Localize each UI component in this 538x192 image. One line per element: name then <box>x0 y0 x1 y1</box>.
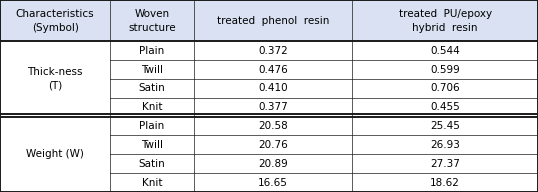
Text: Satin: Satin <box>139 159 165 169</box>
Text: 18.62: 18.62 <box>430 178 460 188</box>
Bar <box>0 0 110 41</box>
Text: 0.455: 0.455 <box>430 102 460 112</box>
Text: treated  phenol  resin: treated phenol resin <box>217 16 329 26</box>
Text: 26.93: 26.93 <box>430 140 460 150</box>
Text: Satin: Satin <box>139 83 165 93</box>
Bar <box>194 0 352 41</box>
Text: Knit: Knit <box>141 102 162 112</box>
Text: 0.377: 0.377 <box>258 102 288 112</box>
Text: 0.372: 0.372 <box>258 46 288 56</box>
Text: treated  PU/epoxy
hybrid  resin: treated PU/epoxy hybrid resin <box>399 9 492 33</box>
Text: Characteristics
(Symbol): Characteristics (Symbol) <box>16 9 95 33</box>
Text: 0.599: 0.599 <box>430 65 460 74</box>
Text: 20.89: 20.89 <box>258 159 288 169</box>
Text: Knit: Knit <box>141 178 162 188</box>
Text: 0.544: 0.544 <box>430 46 460 56</box>
Text: Woven
structure: Woven structure <box>128 9 176 33</box>
Text: 16.65: 16.65 <box>258 178 288 188</box>
Text: Thick-ness
(T): Thick-ness (T) <box>27 67 83 91</box>
Bar <box>110 0 194 41</box>
Text: 20.76: 20.76 <box>258 140 288 150</box>
Text: Plain: Plain <box>139 121 165 131</box>
Text: Twill: Twill <box>141 140 163 150</box>
Text: Twill: Twill <box>141 65 163 74</box>
Text: 0.476: 0.476 <box>258 65 288 74</box>
Text: 0.410: 0.410 <box>258 83 288 93</box>
Text: 25.45: 25.45 <box>430 121 460 131</box>
Text: 0.706: 0.706 <box>430 83 460 93</box>
Bar <box>352 0 538 41</box>
Text: 20.58: 20.58 <box>258 121 288 131</box>
Text: Plain: Plain <box>139 46 165 56</box>
Text: 27.37: 27.37 <box>430 159 460 169</box>
Text: Weight (W): Weight (W) <box>26 149 84 159</box>
Bar <box>0 41 538 192</box>
